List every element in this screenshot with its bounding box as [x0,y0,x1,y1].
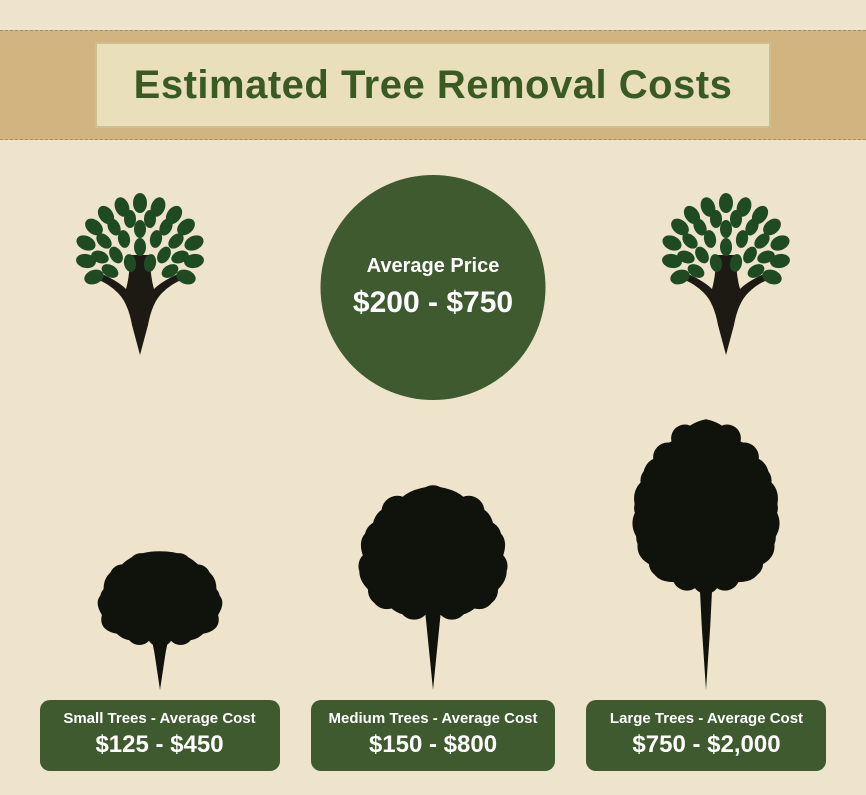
cost-pill: Small Trees - Average Cost $125 - $450 [40,700,280,771]
average-price-value: $200 - $750 [353,286,513,320]
category-label: Medium Trees - Average Cost [329,710,538,727]
medium-tree-icon [348,480,518,690]
category-label: Small Trees - Average Cost [58,710,262,727]
category-price: $150 - $800 [329,731,538,759]
category-small: Small Trees - Average Cost $125 - $450 [40,540,280,771]
decorative-tree-icon [646,185,806,360]
category-large: Large Trees - Average Cost $750 - $2,000 [586,415,826,771]
cost-pill: Large Trees - Average Cost $750 - $2,000 [586,700,826,771]
cost-pill: Medium Trees - Average Cost $150 - $800 [311,700,556,771]
decorative-tree-icon [60,185,220,360]
category-price: $125 - $450 [58,731,262,759]
average-price-label: Average Price [367,255,500,278]
large-tree-icon [621,415,791,690]
category-medium: Medium Trees - Average Cost $150 - $800 [311,480,556,771]
title-box: Estimated Tree Removal Costs [95,42,771,128]
categories-row: Small Trees - Average Cost $125 - $450 M… [0,415,866,771]
page-title: Estimated Tree Removal Costs [134,63,733,108]
small-tree-icon [80,540,240,690]
top-row: Average Price $200 - $750 [0,175,866,385]
category-price: $750 - $2,000 [604,731,808,759]
average-price-circle: Average Price $200 - $750 [321,175,546,400]
category-label: Large Trees - Average Cost [604,710,808,727]
